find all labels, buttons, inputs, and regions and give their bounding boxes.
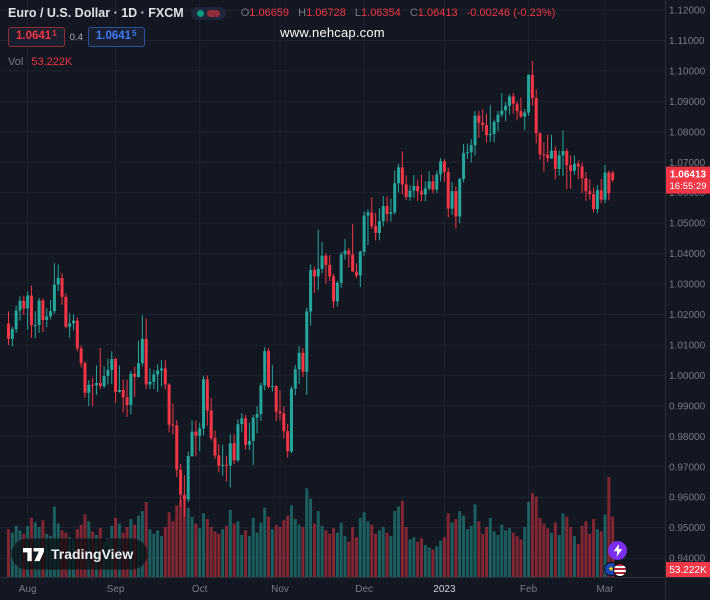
svg-text:0.96000: 0.96000	[669, 493, 706, 504]
ask-price: 1.0641	[95, 30, 132, 42]
low-label: L	[354, 7, 362, 19]
svg-text:1.06000: 1.06000	[669, 188, 706, 199]
legend-row-volume: Vol 53.222K	[8, 56, 555, 68]
svg-text:Mar: Mar	[596, 584, 614, 595]
buy-ask-button[interactable]: 1.0641 5	[87, 27, 145, 47]
svg-text:0.97000: 0.97000	[669, 462, 706, 473]
us-flag-icon	[613, 563, 627, 577]
svg-text:1.01000: 1.01000	[669, 340, 706, 351]
svg-text:1.00000: 1.00000	[669, 371, 706, 382]
legend-row-symbol: Euro / U.S. Dollar · 1D · FXCM O1.06659 …	[8, 6, 555, 20]
legend-row-quotes: 1.0641 1 0.4 1.0641 5	[8, 27, 555, 47]
svg-text:Sep: Sep	[107, 584, 125, 595]
svg-text:1.12000: 1.12000	[669, 6, 706, 17]
svg-text:1.04000: 1.04000	[669, 249, 706, 260]
svg-text:16:55:29: 16:55:29	[670, 181, 707, 192]
watermark-text: www.nehcap.com	[280, 25, 385, 40]
svg-text:1.06413: 1.06413	[670, 170, 707, 181]
change-value: -0.00246 (-0.23%)	[466, 7, 556, 19]
time-axis-labels: Aug Sep Oct Nov Dec 2023 Feb Mar	[19, 584, 615, 595]
svg-text:2023: 2023	[433, 584, 456, 595]
volume-label: Vol	[8, 56, 24, 68]
volume-axis-badge: 53.222K	[666, 562, 710, 577]
grid-layer	[0, 0, 665, 577]
svg-text:1.07000: 1.07000	[669, 158, 706, 169]
svg-text:0.95000: 0.95000	[669, 523, 706, 534]
open-label: O	[240, 7, 250, 19]
svg-text:1.02000: 1.02000	[669, 310, 706, 321]
open-value: 1.06659	[249, 7, 290, 19]
green-dot-icon	[196, 9, 204, 17]
low-value: 1.06354	[361, 7, 401, 19]
close-value: 1.06413	[417, 7, 458, 19]
svg-text:0.98000: 0.98000	[669, 432, 706, 443]
tradingview-logo-button[interactable]: TradingView	[11, 538, 149, 570]
chart-legend: Euro / U.S. Dollar · 1D · FXCM O1.06659 …	[8, 6, 555, 68]
bid-price: 1.0641	[16, 30, 52, 42]
close-label: C	[409, 7, 418, 19]
svg-text:0.94000: 0.94000	[669, 554, 706, 565]
currency-pair-flags-button[interactable]: ★	[604, 562, 630, 577]
high-label: H	[298, 7, 307, 19]
svg-text:1.10000: 1.10000	[669, 66, 706, 77]
svg-text:Feb: Feb	[520, 584, 538, 595]
price-axis[interactable]	[666, 0, 710, 577]
lightning-bolt-icon	[613, 544, 622, 557]
ohlc-values: O1.06659 H1.06728 L1.06354 C1.06413 -0.0…	[235, 7, 556, 19]
spread-value: 0.4	[69, 31, 83, 43]
symbol-title[interactable]: Euro / U.S. Dollar · 1D · FXCM	[8, 6, 184, 20]
svg-text:0.99000: 0.99000	[669, 401, 706, 412]
candles-layer	[7, 60, 615, 517]
svg-text:1.05000: 1.05000	[669, 219, 706, 230]
ask-price-fraction: 5	[132, 29, 137, 38]
volume-value: 53.222K	[31, 56, 73, 68]
svg-text:1.08000: 1.08000	[669, 127, 706, 138]
red-dot-icon	[206, 9, 220, 17]
time-axis[interactable]	[0, 578, 710, 600]
svg-text:Dec: Dec	[355, 584, 373, 595]
price-axis-labels: 1.12000 1.11000 1.10000 1.09000 1.08000 1.070…	[669, 6, 706, 565]
svg-text:Nov: Nov	[271, 584, 289, 595]
tradingview-logo-icon	[23, 547, 44, 561]
high-value: 1.06728	[306, 7, 346, 19]
quick-trade-button[interactable]	[608, 541, 627, 560]
svg-text:Oct: Oct	[192, 584, 208, 595]
bid-price-fraction: 1	[52, 29, 57, 38]
visibility-toggle[interactable]	[190, 6, 226, 20]
svg-text:1.09000: 1.09000	[669, 97, 706, 108]
sell-bid-button[interactable]: 1.0641 1	[8, 27, 65, 47]
svg-text:53.222K: 53.222K	[669, 565, 707, 576]
svg-text:1.11000: 1.11000	[669, 36, 705, 47]
svg-text:1.03000: 1.03000	[669, 280, 706, 291]
svg-text:Aug: Aug	[19, 584, 37, 595]
tradingview-logo-text: TradingView	[51, 546, 134, 562]
